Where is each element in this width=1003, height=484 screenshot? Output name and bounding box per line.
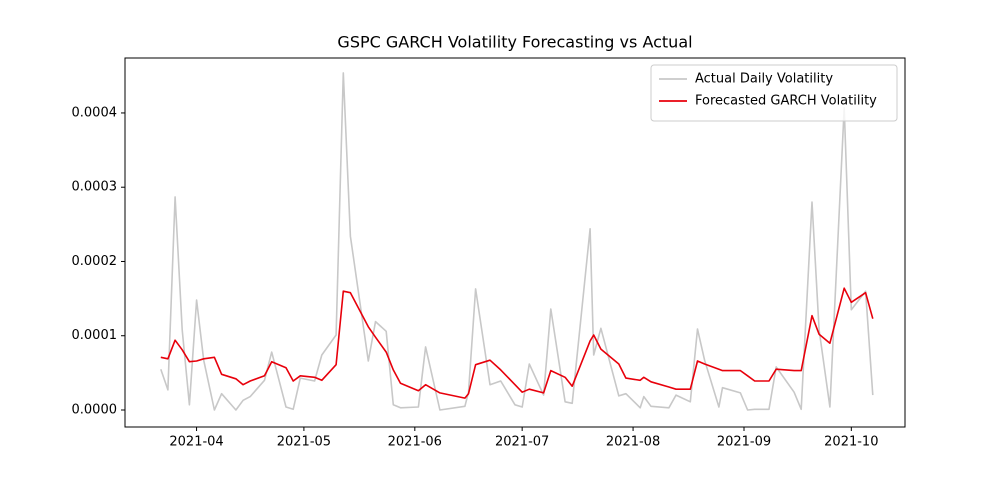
y-tick-label: 0.0000	[72, 402, 118, 417]
x-tick-label: 2021-06	[388, 435, 442, 450]
legend-label: Actual Daily Volatility	[695, 72, 833, 87]
y-tick-label: 0.0002	[72, 254, 118, 269]
x-tick-label: 2021-05	[277, 435, 331, 450]
x-tick-label: 2021-07	[495, 435, 549, 450]
x-tick-label: 2021-04	[169, 435, 223, 450]
axes-frame	[124, 57, 906, 428]
x-tick-label: 2021-09	[717, 435, 771, 450]
legend-label: Forecasted GARCH Volatility	[695, 94, 877, 109]
series-line	[160, 72, 874, 411]
series-line	[160, 287, 874, 399]
y-tick-label: 0.0004	[72, 105, 118, 120]
y-tick-label: 0.0003	[72, 180, 118, 195]
legend-box	[650, 64, 898, 122]
x-tick-label: 2021-08	[606, 435, 660, 450]
x-tick-label: 2021-10	[824, 435, 878, 450]
chart-title: GSPC GARCH Volatility Forecasting vs Act…	[337, 33, 692, 52]
y-tick-label: 0.0001	[72, 328, 118, 343]
